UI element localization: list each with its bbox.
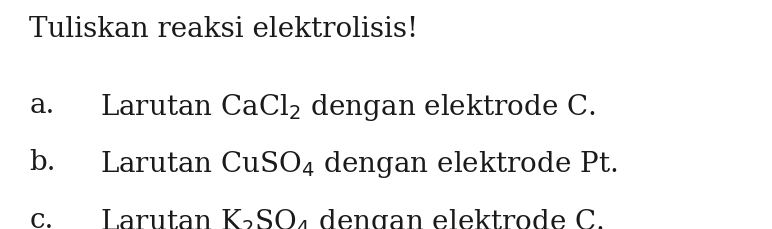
Text: Larutan CaCl$_2$ dengan elektrode C.: Larutan CaCl$_2$ dengan elektrode C. <box>100 92 596 123</box>
Text: c.: c. <box>29 206 54 229</box>
Text: b.: b. <box>29 149 56 176</box>
Text: Larutan K$_2$SO$_4$ dengan elektrode C.: Larutan K$_2$SO$_4$ dengan elektrode C. <box>100 206 604 229</box>
Text: Tuliskan reaksi elektrolisis!: Tuliskan reaksi elektrolisis! <box>29 16 418 43</box>
Text: a.: a. <box>29 92 55 118</box>
Text: Larutan CuSO$_4$ dengan elektrode Pt.: Larutan CuSO$_4$ dengan elektrode Pt. <box>100 149 618 180</box>
